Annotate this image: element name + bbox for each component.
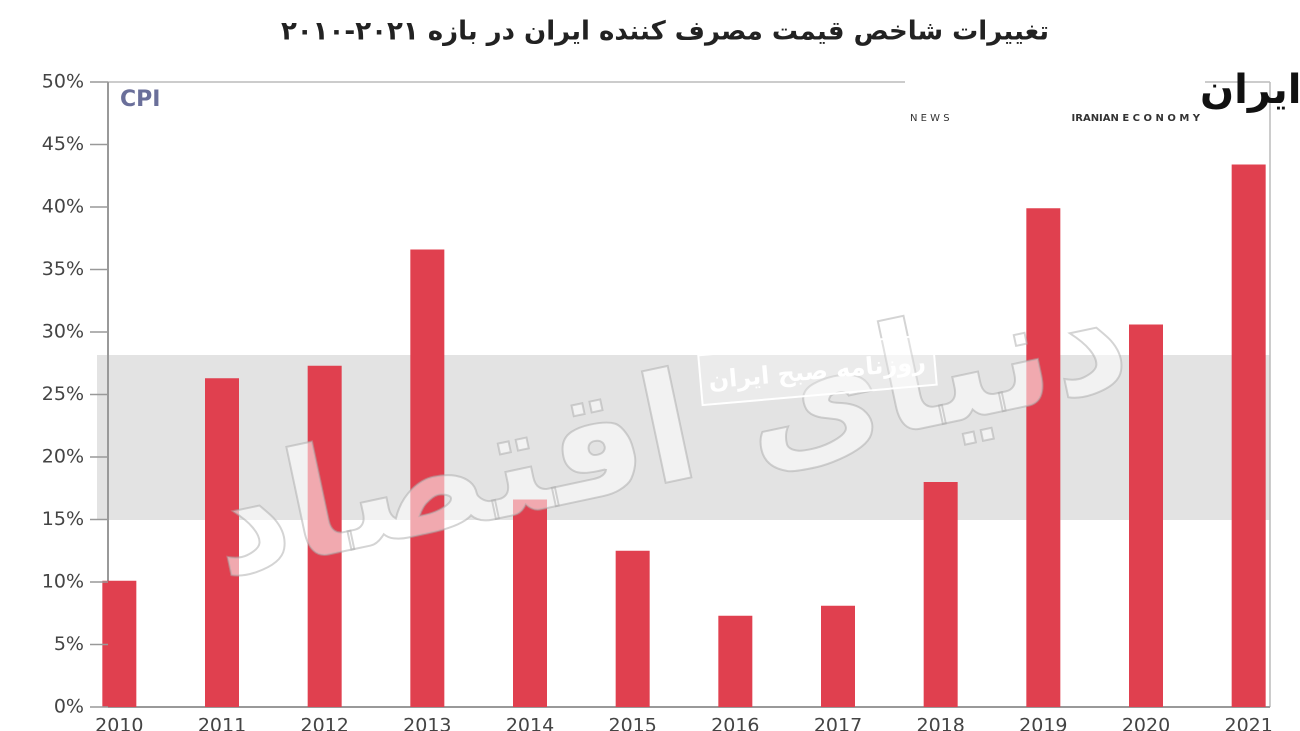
x-tick-label: 2010 <box>95 715 143 731</box>
watermark-box <box>697 333 938 407</box>
bar <box>1026 208 1061 707</box>
bar <box>718 615 753 707</box>
y-tick-label: 30% <box>42 321 84 343</box>
bar <box>923 482 958 707</box>
y-tick-label: 10% <box>42 571 84 593</box>
x-tick-label: 2020 <box>1122 715 1170 731</box>
bar <box>615 550 650 707</box>
logo-bg <box>905 62 1205 124</box>
y-tick-label: 20% <box>42 446 84 468</box>
y-tick-label: 5% <box>54 633 84 655</box>
x-tick-label: 2018 <box>916 715 964 731</box>
y-tick-label: 45% <box>42 133 84 155</box>
x-tick-label: 2014 <box>506 715 554 731</box>
x-tick-label: 2015 <box>608 715 656 731</box>
y-tick-label: 0% <box>54 696 84 718</box>
chart-title: تغییرات شاخص قیمت مصرف کننده ایران در با… <box>281 17 1049 47</box>
bar <box>513 499 547 707</box>
logo-right: IRANIAN E C O N O M Y <box>1072 113 1201 124</box>
bar <box>821 605 855 707</box>
y-tick-label: 40% <box>42 196 84 218</box>
x-tick-label: 2013 <box>403 715 451 731</box>
logo-title: اقتصاد ایران <box>1200 67 1300 113</box>
watermark-band <box>97 355 1270 520</box>
bar <box>1231 164 1266 707</box>
y-tick-label: 35% <box>42 258 84 280</box>
x-tick-label: 2021 <box>1224 715 1272 731</box>
watermark: دنیای اقتصاد <box>194 248 1142 612</box>
bar <box>205 378 239 707</box>
y-tick-label: 50% <box>42 71 84 93</box>
x-tick-label: 2019 <box>1019 715 1067 731</box>
bar <box>1129 324 1163 707</box>
bar <box>307 365 342 707</box>
x-tick-label: 2017 <box>814 715 862 731</box>
series-label: CPI <box>120 87 160 112</box>
bar <box>410 249 445 707</box>
y-tick-label: 15% <box>42 508 84 530</box>
y-tick-label: 25% <box>42 383 84 405</box>
x-tick-label: 2011 <box>198 715 246 731</box>
x-tick-label: 2012 <box>300 715 348 731</box>
bars <box>102 164 1266 707</box>
x-tick-label: 2016 <box>711 715 759 731</box>
logo-left: N E W S <box>910 113 950 124</box>
